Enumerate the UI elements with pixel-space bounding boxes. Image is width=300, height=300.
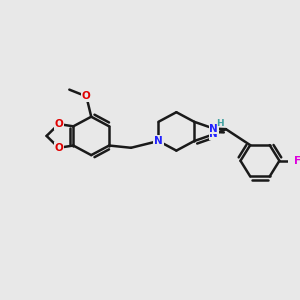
Text: N: N xyxy=(209,129,218,139)
Text: N: N xyxy=(209,124,218,134)
Text: O: O xyxy=(54,119,63,129)
Text: N: N xyxy=(154,136,163,146)
Text: H: H xyxy=(217,119,224,128)
Text: O: O xyxy=(82,92,91,101)
Text: O: O xyxy=(54,143,63,153)
Text: F: F xyxy=(294,156,300,166)
